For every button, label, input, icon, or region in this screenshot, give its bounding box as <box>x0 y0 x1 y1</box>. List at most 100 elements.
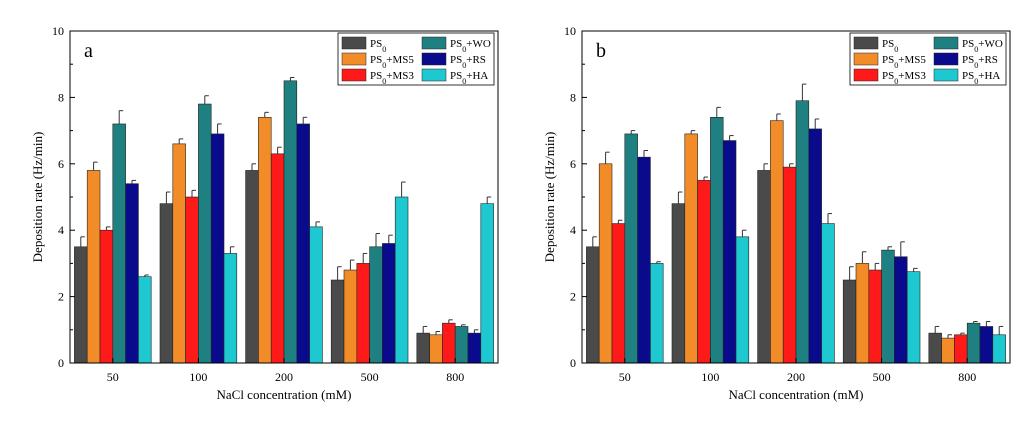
x-axis-title: NaCl concentration (mM) <box>728 387 863 402</box>
bar <box>283 80 298 364</box>
bar <box>356 263 370 364</box>
bar <box>309 226 323 364</box>
legend-label: PS0+WO <box>450 38 491 54</box>
y-tick-label: 2 <box>570 290 576 304</box>
bar <box>722 140 737 364</box>
bar <box>480 203 494 364</box>
panel-label: b <box>596 40 606 62</box>
y-axis-title: Deposition rate (Hz/min) <box>30 132 45 263</box>
bar-chart-b: 0 2 4 6 8 10 50 100 200 500 800 NaCl concentration … <box>542 24 1011 402</box>
x-tick-label: 200 <box>275 370 293 384</box>
legend-label: PS0+WO <box>962 38 1003 54</box>
x-tick-label: 100 <box>701 370 719 384</box>
bar <box>684 133 698 364</box>
bar <box>821 223 835 364</box>
bar <box>270 153 285 364</box>
legend-label: PS0+HA <box>450 70 488 86</box>
legend-swatch <box>341 52 367 66</box>
bar <box>795 100 810 364</box>
bar <box>394 196 409 364</box>
legend-label: PS0+MS5 <box>882 54 926 70</box>
bar <box>99 229 114 364</box>
bar <box>586 246 600 364</box>
legend-swatch <box>853 36 879 50</box>
y-tick-label: 2 <box>58 290 64 304</box>
bar <box>369 246 383 364</box>
bar <box>258 117 272 364</box>
bar <box>185 196 199 364</box>
bar-chart-a: 0 2 4 6 8 10 50 100 200 500 800 NaCl concentration … <box>30 24 499 402</box>
bar <box>735 236 750 364</box>
legend-swatch <box>341 68 367 82</box>
legend-swatch <box>421 52 447 66</box>
legend-swatch <box>853 52 879 66</box>
bar <box>697 180 711 364</box>
legend-swatch <box>933 68 959 82</box>
x-tick-label: 500 <box>873 370 891 384</box>
bar <box>429 334 443 364</box>
legend-label: PS0 <box>370 38 386 54</box>
bar <box>245 170 259 364</box>
bar <box>782 166 797 364</box>
bar <box>906 271 921 364</box>
bar <box>172 143 186 364</box>
x-tick-label: 50 <box>619 370 631 384</box>
legend-label: PS0+HA <box>962 70 1000 86</box>
bar <box>330 279 345 364</box>
bar <box>757 170 771 364</box>
x-tick-label: 500 <box>361 370 379 384</box>
bar <box>881 249 895 364</box>
legend-label: PS0+RS <box>450 54 486 70</box>
bar <box>868 269 882 364</box>
bar <box>637 156 651 364</box>
bar <box>125 183 139 364</box>
bar <box>928 332 942 364</box>
y-tick-label: 4 <box>570 223 576 237</box>
legend-swatch <box>341 36 367 50</box>
bar <box>343 269 358 364</box>
bar <box>74 246 88 364</box>
bar <box>454 326 469 364</box>
bar <box>941 337 955 364</box>
bar <box>382 243 396 364</box>
y-tick-label: 8 <box>58 90 64 104</box>
legend-swatch <box>933 36 959 50</box>
y-tick-label: 6 <box>570 157 576 171</box>
bar <box>467 332 482 364</box>
legend-swatch <box>933 52 959 66</box>
bar <box>198 103 212 364</box>
y-tick-label: 10 <box>52 24 64 38</box>
bar <box>894 256 908 364</box>
bar <box>624 133 638 364</box>
y-tick-label: 4 <box>58 223 64 237</box>
legend-swatch <box>421 68 447 82</box>
bar <box>842 279 857 364</box>
bar <box>86 170 101 364</box>
bar <box>808 128 822 364</box>
bar <box>979 326 994 364</box>
bar <box>159 203 174 364</box>
legend-label: PS0+MS5 <box>370 54 414 70</box>
x-tick-label: 800 <box>958 370 976 384</box>
bar <box>223 253 238 364</box>
bar <box>611 223 626 364</box>
bar <box>296 123 310 364</box>
y-tick-label: 0 <box>58 356 64 370</box>
bar <box>770 120 784 364</box>
bar <box>710 117 724 364</box>
bar <box>671 203 686 364</box>
x-tick-label: 100 <box>189 370 207 384</box>
bar <box>112 123 126 364</box>
y-tick-label: 8 <box>570 90 576 104</box>
panel-label: a <box>84 40 93 62</box>
bar <box>442 322 456 364</box>
bar <box>650 263 664 364</box>
legend-swatch <box>421 36 447 50</box>
bar <box>954 334 968 364</box>
x-axis-title: NaCl concentration (mM) <box>216 387 351 402</box>
bar <box>598 163 613 364</box>
legend-label: PS0+MS3 <box>882 70 926 86</box>
bar <box>966 322 981 364</box>
y-axis-title: Deposition rate (Hz/min) <box>542 132 557 263</box>
x-tick-label: 800 <box>446 370 464 384</box>
